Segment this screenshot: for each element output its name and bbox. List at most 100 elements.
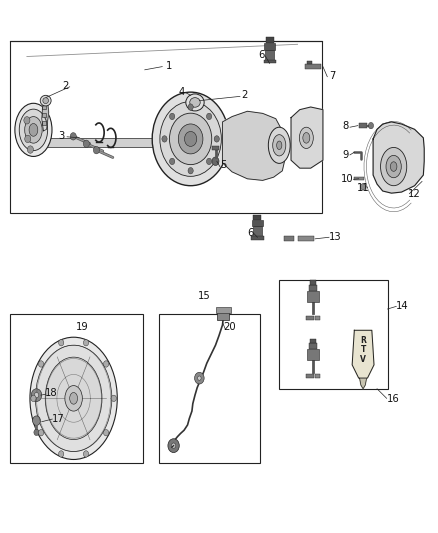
Ellipse shape bbox=[190, 98, 200, 107]
Circle shape bbox=[31, 395, 36, 401]
Ellipse shape bbox=[43, 98, 49, 103]
Bar bbox=[307, 61, 311, 64]
Bar bbox=[29, 139, 287, 147]
Bar bbox=[42, 113, 46, 117]
Ellipse shape bbox=[40, 95, 51, 106]
Text: 11: 11 bbox=[357, 183, 370, 193]
Polygon shape bbox=[373, 122, 424, 193]
Circle shape bbox=[103, 361, 109, 367]
Bar bbox=[310, 339, 316, 343]
Ellipse shape bbox=[268, 127, 290, 164]
Text: 5: 5 bbox=[220, 160, 226, 171]
Bar bbox=[11, 41, 322, 213]
Bar bbox=[217, 311, 230, 320]
Circle shape bbox=[162, 136, 167, 142]
Circle shape bbox=[171, 443, 176, 448]
Ellipse shape bbox=[45, 357, 102, 440]
Ellipse shape bbox=[15, 103, 52, 157]
Circle shape bbox=[188, 167, 193, 174]
Bar bbox=[42, 121, 46, 125]
Text: 9: 9 bbox=[343, 150, 349, 160]
Circle shape bbox=[25, 135, 31, 143]
Circle shape bbox=[31, 389, 42, 401]
Circle shape bbox=[83, 340, 88, 346]
Ellipse shape bbox=[273, 135, 286, 156]
Bar bbox=[266, 37, 274, 43]
Circle shape bbox=[83, 140, 89, 148]
Ellipse shape bbox=[303, 133, 310, 143]
Bar bbox=[252, 220, 263, 226]
Ellipse shape bbox=[19, 109, 48, 151]
Ellipse shape bbox=[381, 148, 407, 185]
Bar bbox=[42, 105, 46, 109]
Text: 17: 17 bbox=[52, 414, 65, 424]
Circle shape bbox=[160, 101, 221, 176]
Bar bbox=[314, 374, 320, 378]
Circle shape bbox=[39, 361, 44, 367]
Ellipse shape bbox=[390, 162, 397, 171]
Text: 2: 2 bbox=[62, 81, 68, 91]
Polygon shape bbox=[352, 330, 374, 378]
Text: 18: 18 bbox=[45, 388, 58, 398]
Bar bbox=[314, 316, 320, 320]
Bar bbox=[307, 291, 318, 302]
Text: 4: 4 bbox=[179, 86, 185, 96]
Bar bbox=[264, 43, 276, 50]
Circle shape bbox=[198, 376, 201, 380]
Ellipse shape bbox=[186, 94, 204, 111]
Circle shape bbox=[212, 157, 219, 165]
Bar bbox=[279, 280, 388, 389]
Text: 12: 12 bbox=[408, 189, 421, 199]
Bar bbox=[254, 215, 261, 220]
Ellipse shape bbox=[35, 345, 112, 451]
Text: V: V bbox=[360, 354, 366, 364]
Circle shape bbox=[360, 183, 366, 190]
Circle shape bbox=[93, 147, 99, 154]
Text: 6: 6 bbox=[258, 50, 265, 60]
Circle shape bbox=[59, 451, 64, 457]
Text: 10: 10 bbox=[341, 174, 353, 184]
Ellipse shape bbox=[386, 156, 401, 177]
Circle shape bbox=[70, 133, 76, 140]
Bar bbox=[305, 64, 321, 69]
Circle shape bbox=[206, 158, 212, 165]
Polygon shape bbox=[223, 111, 285, 180]
Ellipse shape bbox=[25, 117, 42, 143]
Text: 16: 16 bbox=[386, 394, 399, 405]
Circle shape bbox=[170, 113, 175, 119]
Ellipse shape bbox=[30, 337, 117, 459]
Circle shape bbox=[34, 429, 39, 435]
Polygon shape bbox=[360, 378, 367, 389]
Text: 15: 15 bbox=[198, 291, 211, 301]
Ellipse shape bbox=[277, 141, 282, 150]
Text: 7: 7 bbox=[329, 71, 336, 81]
Ellipse shape bbox=[65, 385, 82, 411]
Bar bbox=[308, 343, 317, 350]
Text: 14: 14 bbox=[396, 301, 409, 311]
Circle shape bbox=[214, 136, 219, 142]
Bar bbox=[159, 314, 260, 463]
Circle shape bbox=[59, 340, 64, 346]
Circle shape bbox=[32, 416, 40, 425]
Bar bbox=[308, 285, 317, 291]
Bar bbox=[251, 236, 264, 240]
Polygon shape bbox=[291, 107, 323, 168]
Circle shape bbox=[184, 132, 197, 147]
Ellipse shape bbox=[29, 124, 38, 136]
Circle shape bbox=[206, 113, 212, 119]
Circle shape bbox=[83, 451, 88, 457]
Bar bbox=[306, 316, 314, 320]
Text: T: T bbox=[360, 345, 366, 354]
Circle shape bbox=[34, 392, 39, 398]
Polygon shape bbox=[42, 103, 49, 131]
Circle shape bbox=[39, 430, 44, 436]
Text: 20: 20 bbox=[223, 322, 236, 332]
Circle shape bbox=[103, 430, 109, 436]
Circle shape bbox=[168, 439, 179, 453]
Circle shape bbox=[194, 372, 204, 384]
Circle shape bbox=[170, 113, 212, 165]
Bar bbox=[215, 308, 231, 313]
Circle shape bbox=[24, 117, 30, 124]
Circle shape bbox=[178, 124, 203, 154]
Text: 3: 3 bbox=[58, 131, 64, 141]
